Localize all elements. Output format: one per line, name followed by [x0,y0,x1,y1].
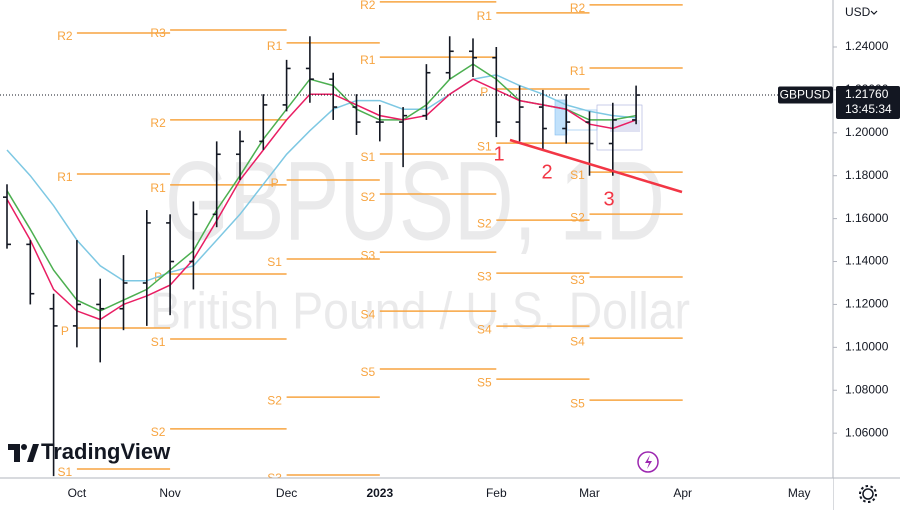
pivot-label: S1 [360,150,375,164]
y-tick-label: 1.14000 [845,254,889,268]
pivot-label: S4 [360,307,375,321]
x-tick-label: May [788,486,811,500]
y-tick-label: 1.24000 [845,39,889,53]
pivot-label: S2 [151,425,166,439]
annotations: 1 2 3 [493,143,614,210]
pivot-label: S5 [477,375,492,389]
pivot-label: S2 [477,216,492,230]
x-tick-label: Nov [159,486,180,500]
pivot-label: R1 [57,170,73,184]
x-tick-label: Feb [486,486,507,500]
gear-teeth [859,485,877,503]
pivot-label: R3 [150,26,166,40]
price-tags: GBPUSD 1.21760 13:45:34 [778,86,900,120]
y-tick-label: 1.12000 [845,297,889,311]
pivot-label: S1 [151,335,166,349]
countdown: 13:45:34 [845,102,892,116]
pivot-label: S2 [360,190,375,204]
alert-bolt [645,455,652,469]
x-tick-label: Mar [579,486,600,500]
pivot-label: R1 [570,64,586,78]
pivot-label: R2 [57,29,73,43]
pivot-label: P [480,85,488,99]
pivot-label: P [271,176,279,190]
brand-name: TradingView [41,439,171,464]
y-tick-label: 1.10000 [845,340,889,354]
settings-icon[interactable] [859,485,877,503]
pivot-label: R1 [477,9,493,23]
pivot-label: S1 [477,139,492,153]
annotation: 2 [541,161,552,183]
pivot-label: S1 [58,465,73,479]
y-tick-label: 1.08000 [845,382,889,396]
pivot-label: R1 [267,39,283,53]
trendline [509,138,683,194]
pivots: R2 R1 P S1 R3 R2 R1 P S1 S2 R1 P S1 S2 S3 R2 R1 S1 S2 S3 S4 S… [57,0,683,485]
time-axis: Oct Nov Dec 2023 Feb Mar Apr May [68,486,811,500]
annotation: 3 [603,188,614,210]
symbol-tag: GBPUSD [780,88,831,102]
last-price-tag-bg [836,86,900,120]
currency-dropdown[interactable] [870,10,878,15]
moving-average [6,74,637,282]
moving-averages [6,63,637,321]
pivot-label: S3 [360,248,375,262]
pivot-label: S5 [360,365,375,379]
annotation: 1 [493,143,504,165]
x-tick-label: Apr [673,486,692,500]
pivot-label: P [61,324,69,338]
price-axis: 1.06000 1.08000 1.10000 1.12000 1.14000 1.160… [833,39,889,439]
pivot-label: S1 [570,168,585,182]
y-tick-label: 1.18000 [845,168,889,182]
x-tick-label: Dec [276,486,297,500]
logo-slash [27,444,39,462]
pivot-label: S5 [570,396,585,410]
last-price-label: 1.21760 [845,87,889,101]
pivot-label: R1 [360,53,376,67]
x-tick-label: 2023 [366,486,393,500]
logo-dot [21,444,27,450]
alert-icon[interactable] [637,451,659,473]
pivot-label: R2 [360,0,376,12]
pivot-label: R1 [150,181,166,195]
symbol-tag-bg [778,86,833,104]
x-tick-label: Oct [68,486,87,500]
pivot-label: S2 [267,393,282,407]
time-axis-panel [0,478,833,510]
brand-logo[interactable]: TradingView [8,439,171,464]
logo-mark [8,444,20,462]
moving-average [6,78,637,321]
pivot-label: S4 [477,322,492,336]
y-tick-label: 1.20000 [845,125,889,139]
gear-ring [862,488,874,500]
y-tick-label: 1.16000 [845,211,889,225]
currency-label[interactable]: USD [845,5,871,19]
pivot-label: S1 [267,255,282,269]
pivot-label: S3 [570,273,585,287]
price-axis-panel [833,0,900,510]
profile-box [596,104,643,151]
price-bars [3,36,641,477]
pivot-label: S4 [570,334,585,348]
pivot-label: R2 [150,116,166,130]
y-tick-label: 1.06000 [845,425,889,439]
pivot-label: S2 [570,210,585,224]
watermark: GBPUSD, 1D [165,139,665,264]
profile-box [610,120,640,132]
pivot-label: R2 [570,1,586,15]
watermark-group: GBPUSD, 1D British Pound / U.S. Dollar [150,139,690,341]
pivot-label: S3 [477,269,492,283]
